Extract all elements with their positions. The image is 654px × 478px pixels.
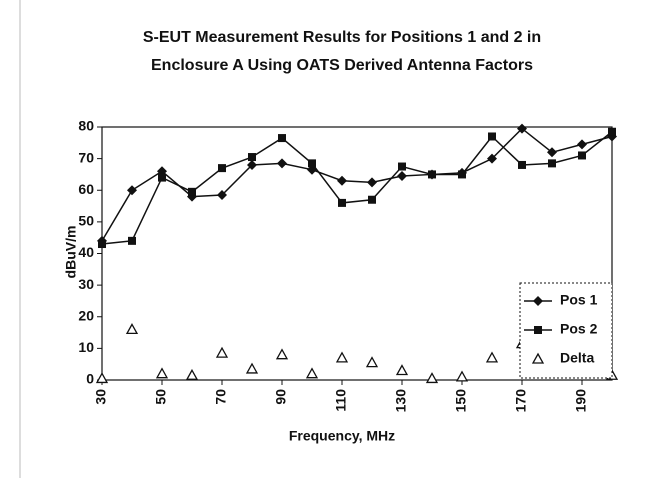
marker [367,177,377,188]
marker [397,171,407,182]
y-tick-label: 50 [78,213,94,229]
x-tick-label: 90 [273,389,289,405]
marker [98,240,106,249]
x-tick-label: 110 [333,389,349,412]
marker [577,139,587,150]
marker [128,236,136,245]
marker [247,159,257,170]
marker [245,362,259,374]
chart-title: Enclosure A Using OATS Derived Antenna F… [151,57,533,74]
y-tick-label: 80 [78,118,94,134]
legend-label: Pos 1 [560,292,598,308]
marker [398,162,406,171]
y-tick-label: 0 [86,371,94,387]
marker [578,151,586,160]
marker [188,187,196,196]
marker [248,153,256,162]
marker [308,159,316,168]
marker [395,364,409,376]
x-tick-label: 30 [93,389,109,405]
series-line [101,127,613,242]
y-tick-label: 40 [78,244,94,260]
marker [425,372,439,384]
y-tick-label: 20 [78,307,94,323]
x-tick-label: 170 [513,389,529,413]
marker [338,198,346,207]
legend-label: Delta [560,350,594,366]
marker [488,132,496,141]
y-axis-label: dBuV/m [63,226,79,279]
marker [335,351,349,363]
marker [517,123,527,134]
legend-label: Pos 2 [560,321,598,337]
legend-marker [531,352,545,364]
marker [127,185,137,196]
marker [608,127,616,136]
y-tick-label: 70 [78,149,94,165]
x-axis-label: Frequency, MHz [289,428,395,444]
marker [487,153,497,164]
y-tick-label: 60 [78,181,94,197]
series-line [101,131,613,245]
marker [278,134,286,143]
x-tick-label: 190 [573,389,589,413]
marker [337,175,347,186]
marker [217,189,227,200]
y-tick-label: 30 [78,276,94,292]
marker [215,346,229,358]
marker [218,164,226,173]
marker [277,158,287,169]
marker [155,367,169,379]
marker [428,170,436,179]
marker [125,323,139,335]
x-tick-label: 150 [453,389,469,413]
chart-title: S-EUT Measurement Results for Positions … [143,29,541,46]
marker [458,170,466,179]
y-tick-label: 10 [78,339,94,355]
x-tick-label: 50 [153,389,169,405]
marker [518,160,526,169]
marker [305,367,319,379]
marker [95,372,109,384]
marker [365,356,379,368]
marker [158,173,166,182]
marker [455,370,469,382]
x-tick-label: 70 [213,389,229,405]
marker [548,159,556,168]
marker [485,351,499,363]
marker [185,368,199,380]
marker [547,147,557,158]
marker [368,195,376,204]
marker [275,348,289,360]
legend-marker [533,296,543,306]
x-tick-label: 130 [393,389,409,413]
legend-marker [534,326,542,334]
